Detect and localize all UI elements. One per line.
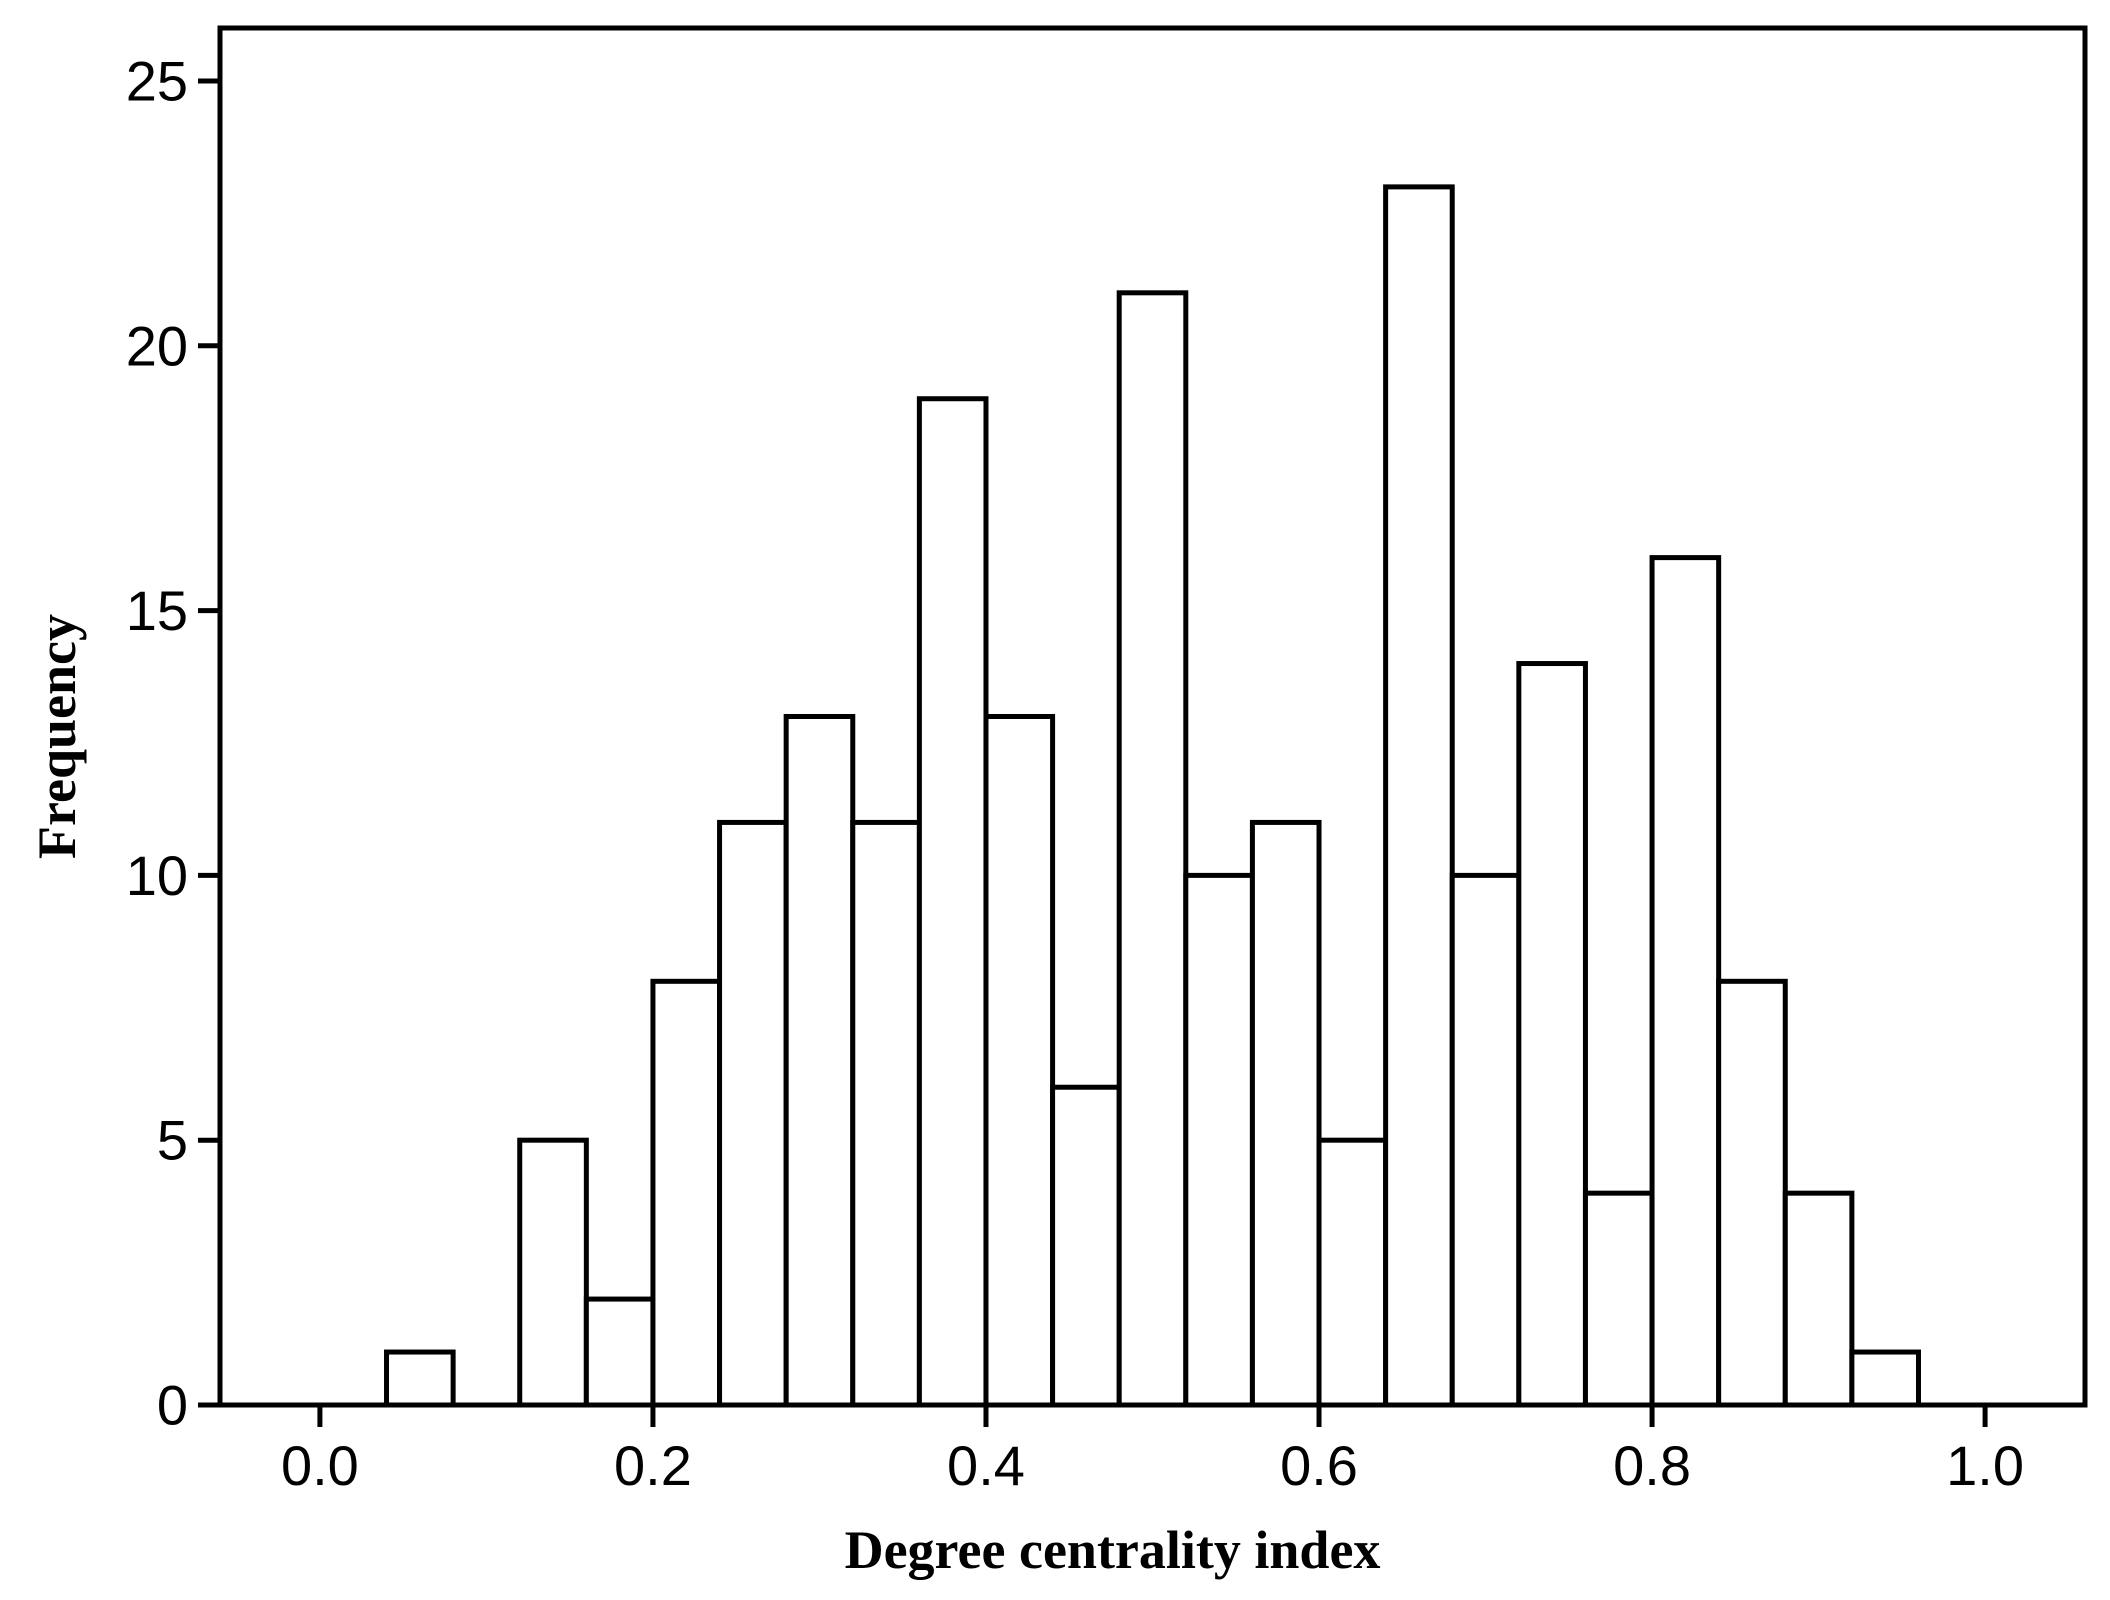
x-tick-label-2: 0.4 bbox=[947, 1434, 1025, 1497]
y-tick-label-4: 20 bbox=[126, 314, 188, 377]
x-tick-label-5: 1.0 bbox=[1946, 1434, 2024, 1497]
axes-layer: 0 5 10 15 20 25 0.0 0.2 0.4 0.6 0.8 1.0 bbox=[126, 25, 2088, 1497]
y-tick-label-2: 10 bbox=[126, 844, 188, 907]
histogram-bar-2 bbox=[517, 1137, 589, 1408]
histogram-bar-12 bbox=[1183, 872, 1255, 1408]
y-tick-label-5: 25 bbox=[126, 49, 188, 112]
histogram-bar-6 bbox=[783, 714, 856, 1408]
x-tick-label-4: 0.8 bbox=[1613, 1434, 1691, 1497]
histogram-bar-14 bbox=[1316, 1137, 1389, 1408]
histogram-bar-9 bbox=[983, 714, 1056, 1408]
histogram-bar-19 bbox=[1649, 555, 1722, 1408]
x-tick-label-0: 0.0 bbox=[281, 1434, 359, 1497]
histogram-bar-16 bbox=[1449, 872, 1522, 1408]
histogram-bar-20 bbox=[1716, 978, 1788, 1408]
histogram-bar-8 bbox=[916, 396, 989, 1408]
histogram-bar-21 bbox=[1782, 1190, 1855, 1408]
histogram-bar-22 bbox=[1849, 1349, 1921, 1408]
y-tick-label-1: 5 bbox=[157, 1109, 188, 1172]
y-axis-title: Frequency bbox=[27, 614, 87, 859]
histogram-bar-11 bbox=[1116, 290, 1189, 1408]
histogram-bar-7 bbox=[850, 819, 922, 1408]
histogram-bar-3 bbox=[583, 1296, 656, 1408]
histogram-bar-15 bbox=[1383, 184, 1455, 1408]
histogram-bar-18 bbox=[1582, 1190, 1655, 1408]
histogram-bar-0 bbox=[384, 1349, 456, 1408]
plot-frame bbox=[217, 25, 2088, 1408]
y-tick-label-0: 0 bbox=[157, 1374, 188, 1437]
y-tick-label-3: 15 bbox=[126, 579, 188, 642]
histogram-bar-13 bbox=[1249, 819, 1322, 1408]
histogram-bar-17 bbox=[1516, 661, 1588, 1408]
histogram-bar-4 bbox=[650, 978, 723, 1408]
histogram-bar-10 bbox=[1050, 1084, 1122, 1408]
histogram-bar-5 bbox=[717, 819, 789, 1408]
x-tick-label-1: 0.2 bbox=[614, 1434, 692, 1497]
x-axis-title: Degree centrality index bbox=[845, 1520, 1381, 1580]
x-tick-label-3: 0.6 bbox=[1280, 1434, 1358, 1497]
bars-layer bbox=[384, 184, 1921, 1408]
